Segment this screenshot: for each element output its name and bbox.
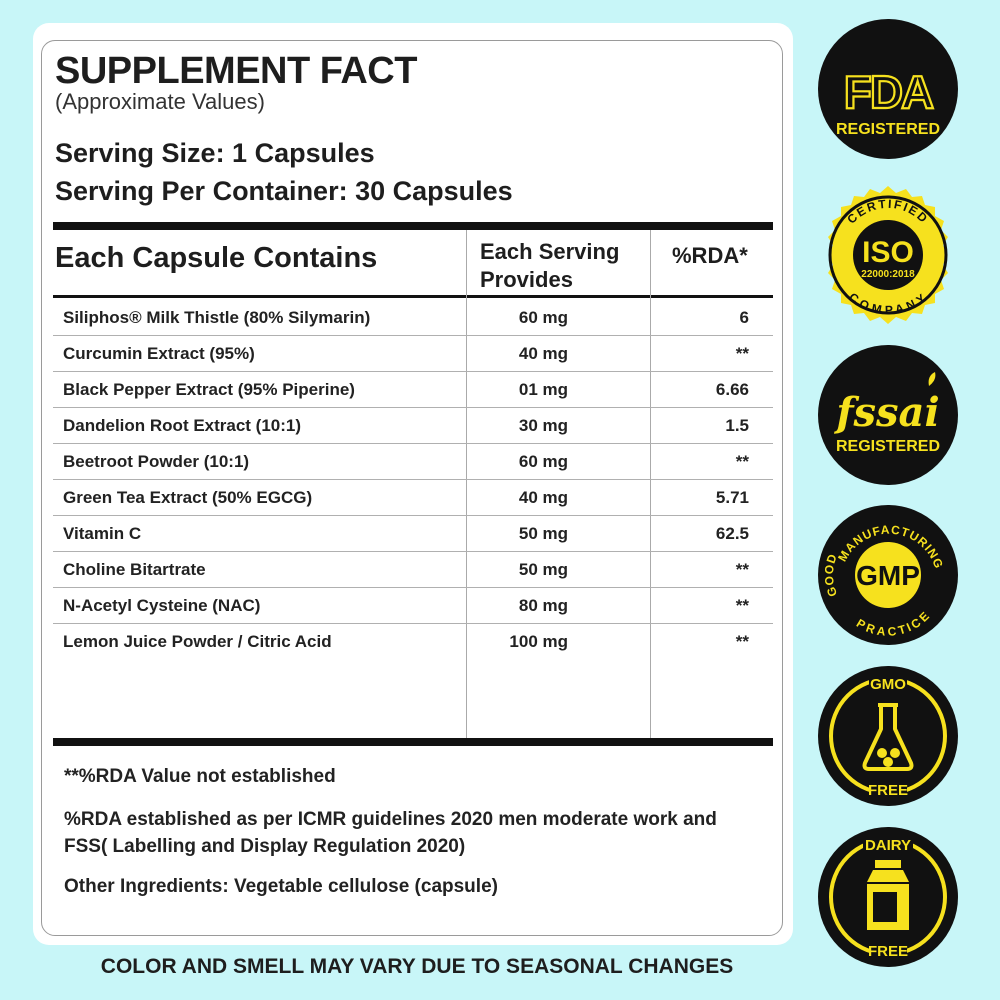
column-divider	[650, 230, 651, 738]
column-header-amount-line2: Provides	[480, 267, 573, 292]
header-divider	[53, 295, 773, 298]
gmo-free-badge: GMO FREE	[817, 665, 959, 807]
table-row: Curcumin Extract (95%) 40 mg **	[53, 336, 773, 372]
table-row: Black Pepper Extract (95% Piperine) 01 mg…	[53, 372, 773, 408]
ingredient-amount: 40 mg	[518, 344, 568, 363]
column-divider	[466, 230, 467, 738]
badge-dairy-free-text: FREE	[868, 943, 908, 960]
badge-gmp-text: GMP	[856, 560, 920, 591]
ingredient-rda: **	[735, 344, 749, 363]
ingredient-amount: 50 mg	[518, 560, 568, 579]
ingredient-rda: **	[735, 560, 749, 579]
ingredient-amount: 100 mg	[509, 632, 568, 651]
page-subtitle: (Approximate Values)	[55, 89, 265, 114]
fda-registered-badge: FDA REGISTERED	[817, 18, 959, 160]
ingredient-name: Choline Bitartrate	[63, 560, 206, 579]
table-row: Choline Bitartrate 50 mg **	[53, 552, 773, 588]
badge-fda-registered-text: REGISTERED	[836, 121, 940, 138]
table-row: N-Acetyl Cysteine (NAC) 80 mg **	[53, 588, 773, 624]
ingredient-name: Beetroot Powder (10:1)	[63, 452, 250, 471]
ingredient-rda: 6	[739, 308, 749, 327]
table-row: Beetroot Powder (10:1) 60 mg **	[53, 444, 773, 480]
ingredient-name: Green Tea Extract (50% EGCG)	[63, 488, 313, 507]
dairy-free-badge: DAIRY FREE	[817, 826, 959, 968]
ingredient-amount: 60 mg	[518, 452, 568, 471]
ingredient-amount: 60 mg	[518, 308, 568, 327]
serving-per-container: Serving Per Container: 30 Capsules	[55, 176, 513, 206]
table-row: Dandelion Root Extract (10:1) 30 mg 1.5	[53, 408, 773, 444]
fssai-registered-badge: fssai REGISTERED	[817, 344, 959, 486]
table-row: Green Tea Extract (50% EGCG) 40 mg 5.71	[53, 480, 773, 516]
page-title: SUPPLEMENT FACT	[55, 50, 417, 92]
note-rda-not-established: **%RDA Value not established	[64, 766, 336, 787]
ingredient-name: Siliphos® Milk Thistle (80% Silymarin)	[63, 308, 371, 327]
ingredient-rda: 5.71	[715, 488, 749, 507]
flask-icon	[862, 703, 914, 771]
ingredient-rda: 1.5	[725, 416, 749, 435]
table-row: Siliphos® Milk Thistle (80% Silymarin) 60…	[53, 300, 773, 336]
badge-fssai-text: fssai	[833, 389, 939, 436]
ingredient-amount: 01 mg	[518, 380, 568, 399]
ingredient-name: Lemon Juice Powder / Citric Acid	[63, 632, 332, 651]
ingredient-rda: **	[735, 632, 749, 651]
table-row: Lemon Juice Powder / Citric Acid 100 mg **	[53, 624, 773, 660]
ingredient-rda: 6.66	[715, 380, 749, 399]
iso-certified-badge: CERTIFIED COMPANY ISO 22000:2018	[817, 184, 959, 326]
supplement-facts-card	[41, 40, 783, 936]
footer-disclaimer: COLOR AND SMELL MAY VARY DUE TO SEASONAL…	[100, 955, 734, 978]
ingredient-rda: **	[735, 452, 749, 471]
table-top-rule	[53, 222, 773, 230]
ingredient-rda: 62.5	[715, 524, 749, 543]
badge-gmo-text: GMO	[870, 676, 906, 693]
ingredient-name: Black Pepper Extract (95% Piperine)	[63, 380, 355, 399]
milk-carton-icon	[867, 860, 909, 930]
ingredient-amount: 30 mg	[518, 416, 568, 435]
badge-dairy-text: DAIRY	[865, 837, 911, 854]
column-header-amount: Each Serving Provides	[480, 238, 645, 294]
ingredient-name: N-Acetyl Cysteine (NAC)	[63, 596, 261, 615]
column-header-amount-line1: Each Serving	[480, 239, 620, 264]
ingredient-rda: **	[735, 596, 749, 615]
badge-fssai-registered-text: REGISTERED	[836, 438, 940, 455]
table-row: Vitamin C 50 mg 62.5	[53, 516, 773, 552]
serving-size: Serving Size: 1 Capsules	[55, 138, 375, 168]
badge-gmo-free-text: FREE	[868, 782, 908, 799]
ingredient-name: Vitamin C	[63, 524, 142, 543]
note-other-ingredients: Other Ingredients: Vegetable cellulose (…	[64, 876, 498, 897]
table-bottom-rule	[53, 738, 773, 746]
ingredients-table: Siliphos® Milk Thistle (80% Silymarin) 60…	[53, 300, 773, 660]
ingredient-name: Curcumin Extract (95%)	[63, 344, 255, 363]
badge-iso-code-text: 22000:2018	[861, 269, 915, 280]
gmp-badge: MANUFACTURING PRACTICE GOOD GMP	[817, 504, 959, 646]
ingredient-amount: 50 mg	[518, 524, 568, 543]
ingredient-name: Dandelion Root Extract (10:1)	[63, 416, 302, 435]
column-header-ingredient: Each Capsule Contains	[55, 242, 378, 274]
ingredient-amount: 40 mg	[518, 488, 568, 507]
note-rda-basis: %RDA established as per ICMR guidelines …	[64, 809, 717, 857]
badge-fda-text: FDA	[844, 66, 933, 118]
column-header-rda: %RDA*	[672, 243, 748, 268]
ingredient-amount: 80 mg	[518, 596, 568, 615]
badge-iso-text: ISO	[862, 236, 914, 269]
